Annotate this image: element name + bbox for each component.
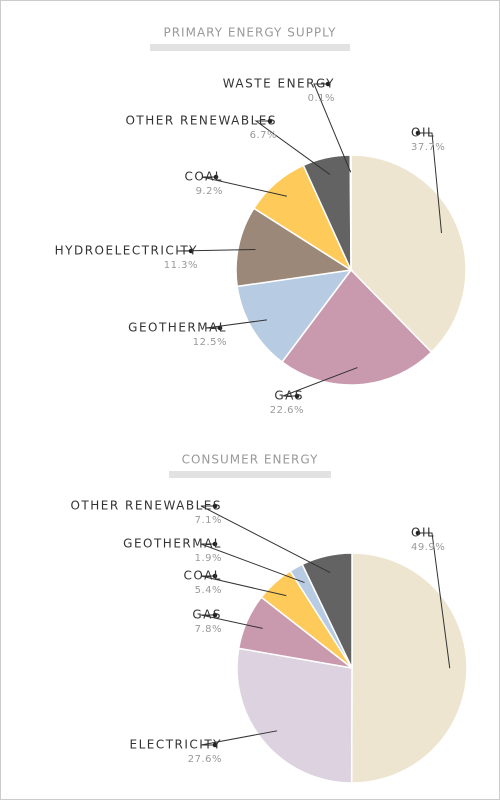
slice-percent: 49.9%	[411, 542, 445, 553]
leader-line	[200, 543, 305, 584]
pie-slice	[236, 647, 353, 784]
slice-name: COAL	[184, 170, 223, 184]
leader-line	[176, 248, 256, 252]
pie-slice	[301, 552, 353, 669]
slice-name: HYDROELECTRICITY	[55, 244, 198, 258]
leader-line	[200, 614, 263, 629]
pie-slice	[236, 268, 353, 364]
leader-dot	[212, 742, 218, 748]
leader-line	[418, 132, 442, 234]
slice-name: GEOTHERMAL	[128, 321, 227, 335]
pie-slice	[235, 207, 354, 288]
leader-line	[200, 575, 287, 597]
slice-percent: 27.6%	[188, 754, 222, 765]
pie-slice	[350, 154, 467, 354]
slice-percent: 7.1%	[195, 515, 222, 526]
slice-percent: 6.7%	[250, 130, 277, 141]
slice-percent: 7.8%	[195, 624, 222, 635]
leader-dot	[325, 81, 331, 87]
slice-name: OIL	[411, 526, 435, 540]
leader-dot	[212, 612, 218, 618]
slice-percent: 5.4%	[195, 585, 222, 596]
leader-dot	[267, 118, 273, 124]
chart-title: CONSUMER ENERGY	[182, 453, 319, 467]
slice-name: OTHER RENEWABLES	[70, 499, 222, 513]
slice-name: OTHER RENEWABLES	[125, 114, 277, 128]
leader-dot	[188, 248, 194, 254]
slice-percent: 0.1%	[308, 93, 335, 104]
leader-dot	[212, 573, 218, 579]
pie-slice	[280, 268, 433, 386]
title-bar	[169, 471, 331, 478]
leader-line	[254, 120, 331, 175]
slice-name: GAS	[192, 608, 222, 622]
slice-name: WASTE ENERGY	[223, 77, 335, 91]
slice-percent: 9.2%	[196, 186, 223, 197]
slice-percent: 1.9%	[195, 553, 222, 564]
slice-percent: 12.5%	[193, 337, 227, 348]
title-bar	[150, 44, 350, 51]
leader-line	[200, 505, 331, 574]
slice-percent: 22.6%	[270, 405, 304, 416]
slice-name: GEOTHERMAL	[123, 537, 222, 551]
leader-dot	[415, 130, 421, 136]
leader-dot	[415, 530, 421, 536]
chart-title: PRIMARY ENERGY SUPPLY	[163, 26, 336, 40]
leader-line	[282, 367, 358, 397]
leader-dot	[294, 393, 300, 399]
leader-dot	[217, 325, 223, 331]
leader-line	[200, 730, 278, 746]
slice-percent: 37.7%	[411, 142, 445, 153]
leader-dot	[212, 503, 218, 509]
leader-line	[205, 319, 267, 329]
slice-percent: 11.3%	[164, 260, 198, 271]
slice-name: ELECTRICITY	[129, 738, 222, 752]
slice-name: GAS	[274, 389, 304, 403]
pie-slice	[349, 154, 352, 271]
slice-name: COAL	[183, 569, 222, 583]
leader-line	[418, 532, 451, 669]
leader-dot	[213, 174, 219, 180]
pie-slice	[350, 552, 468, 784]
slice-name: OIL	[411, 126, 435, 140]
leader-line	[313, 83, 352, 173]
leader-line	[201, 176, 287, 197]
leader-dot	[212, 541, 218, 547]
